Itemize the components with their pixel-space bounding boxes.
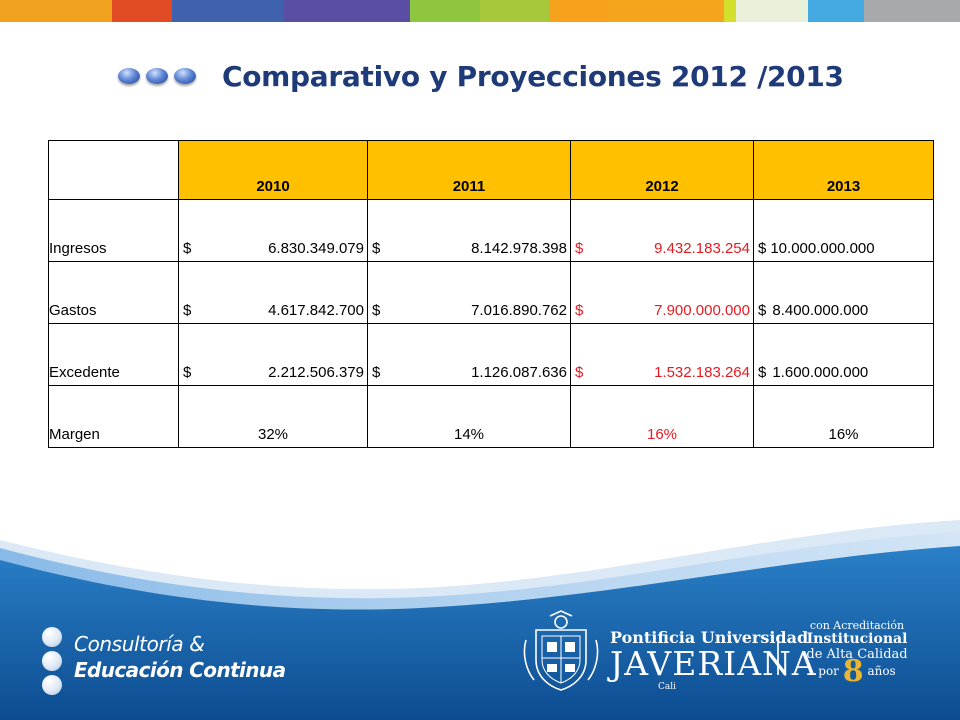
accreditation-line3: de Alta Calidad — [806, 647, 908, 662]
consultoria-logo: Consultoría & Educación Continua — [42, 627, 286, 695]
currency-symbol: $ — [758, 240, 767, 257]
percent-cell: 14% — [367, 385, 571, 448]
color-segment — [864, 0, 960, 22]
amount: 8.142.978.398 — [471, 240, 567, 257]
currency-symbol: $ — [575, 302, 584, 319]
column-header: 2013 — [753, 140, 934, 200]
color-segment — [284, 0, 410, 22]
slide-title: Comparativo y Proyecciones 2012 /2013 — [222, 59, 844, 93]
table-row: Gastos $4.617.842.700 $7.016.890.762 $7.… — [48, 261, 934, 324]
accreditation-prefix: por — [818, 664, 839, 678]
color-segment — [608, 0, 724, 22]
bubbles-icon — [42, 627, 64, 699]
money-cell: $1.532.183.264 — [570, 323, 754, 386]
top-color-bar — [0, 0, 960, 22]
university-line2: JAVERIANA — [610, 644, 817, 683]
university-crest-icon — [523, 610, 599, 691]
accreditation-line1: con Acreditación — [809, 619, 905, 632]
dot — [118, 68, 140, 84]
amount: 10.000.000.000 — [770, 240, 875, 257]
university-name: Pontificia Universidad JAVERIANA Cali — [610, 628, 817, 692]
amount: 7.016.890.762 — [471, 302, 567, 319]
row-label: Gastos — [48, 261, 179, 324]
color-segment — [724, 0, 736, 22]
unit-name-line1: Consultoría & — [74, 632, 205, 656]
color-segment — [172, 0, 284, 22]
money-cell: $10.000.000.000 — [753, 199, 934, 262]
dot — [146, 68, 168, 84]
banner-wave — [0, 520, 960, 720]
column-header: 2012 — [570, 140, 754, 200]
row-label: Margen — [48, 385, 179, 448]
accreditation-suffix: años — [867, 664, 896, 678]
university-line1: Pontificia Universidad — [610, 628, 809, 647]
amount: 7.900.000.000 — [654, 302, 750, 319]
unit-name-line2: Educación Continua — [74, 658, 286, 682]
title-dots-icon — [118, 68, 196, 84]
amount: 6.830.349.079 — [268, 240, 364, 257]
amount: 9.432.183.254 — [654, 240, 750, 257]
accreditation-line2: Institucional — [806, 631, 908, 647]
percent-cell: 16% — [753, 385, 934, 448]
accreditation-badge: con Acreditación Institucional de Alta C… — [792, 619, 922, 687]
percent-cell: 32% — [178, 385, 368, 448]
currency-symbol: $ — [183, 302, 192, 319]
dot — [174, 68, 196, 84]
table-row: Excedente $2.212.506.379 $1.126.087.636 … — [48, 323, 934, 386]
color-segment — [112, 0, 172, 22]
money-cell: $8.142.978.398 — [367, 199, 571, 262]
money-cell: $7.900.000.000 — [570, 261, 754, 324]
accreditation-number: 8 — [842, 654, 864, 689]
row-label: Ingresos — [48, 199, 179, 262]
amount: 2.212.506.379 — [268, 364, 364, 381]
currency-symbol: $ — [372, 240, 381, 257]
money-cell: $1.600.000.000 — [753, 323, 934, 386]
color-segment — [0, 0, 112, 22]
accreditation-line4: por 8 años — [792, 657, 922, 687]
money-cell: $8.400.000.000 — [753, 261, 934, 324]
header-row: 2010 2011 2012 2013 — [48, 140, 934, 200]
amount: 1.600.000.000 — [772, 364, 869, 381]
money-cell: $9.432.183.254 — [570, 199, 754, 262]
university-city: Cali — [658, 682, 677, 692]
currency-symbol: $ — [575, 240, 584, 257]
bubble — [42, 651, 62, 671]
currency-symbol: $ — [575, 364, 584, 381]
money-cell: $1.126.087.636 — [367, 323, 571, 386]
table-row: Ingresos $6.830.349.079 $8.142.978.398 $… — [48, 199, 934, 262]
color-segment — [808, 0, 864, 22]
color-segment — [550, 0, 608, 22]
comparison-table: 2010 2011 2012 2013 Ingresos $6.830.349.… — [48, 140, 934, 448]
color-segment — [736, 0, 808, 22]
currency-symbol: $ — [758, 364, 767, 381]
money-cell: $4.617.842.700 — [178, 261, 368, 324]
corner-cell — [48, 140, 179, 200]
footer-banner — [0, 500, 960, 720]
amount: 1.532.183.264 — [654, 364, 750, 381]
percent-cell: 16% — [570, 385, 754, 448]
table-row: Margen 32% 14% 16% 16% — [48, 385, 934, 448]
divider — [777, 635, 779, 675]
money-cell: $6.830.349.079 — [178, 199, 368, 262]
column-header: 2011 — [367, 140, 571, 200]
row-label: Excedente — [48, 323, 179, 386]
amount: 4.617.842.700 — [268, 302, 364, 319]
amount: 1.126.087.636 — [471, 364, 567, 381]
currency-symbol: $ — [183, 240, 192, 257]
currency-symbol: $ — [758, 302, 767, 319]
title-row: Comparativo y Proyecciones 2012 /2013 — [118, 52, 844, 100]
currency-symbol: $ — [372, 302, 381, 319]
currency-symbol: $ — [183, 364, 192, 381]
money-cell: $2.212.506.379 — [178, 323, 368, 386]
money-cell: $7.016.890.762 — [367, 261, 571, 324]
bubble — [42, 627, 62, 647]
color-segment — [410, 0, 480, 22]
currency-symbol: $ — [372, 364, 381, 381]
amount: 8.400.000.000 — [772, 302, 869, 319]
column-header: 2010 — [178, 140, 368, 200]
bubble — [42, 675, 62, 695]
color-segment — [480, 0, 550, 22]
